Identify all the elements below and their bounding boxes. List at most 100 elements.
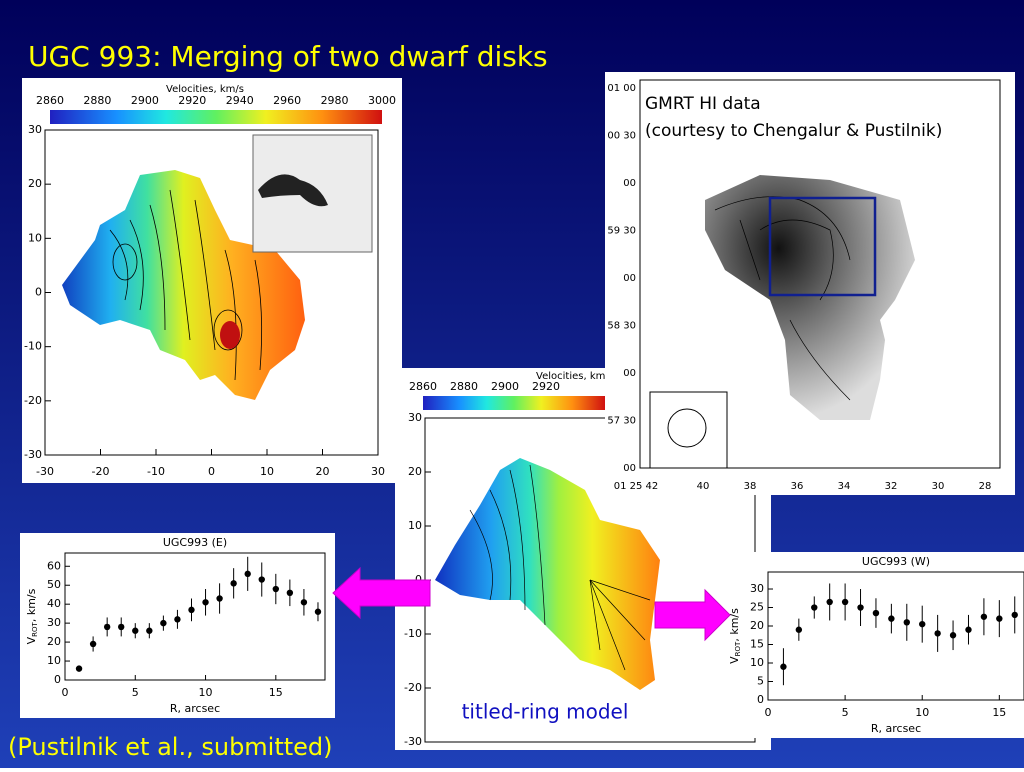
data-point	[965, 626, 972, 633]
colorbar	[50, 110, 382, 124]
y-axis-label-part: , km/s	[728, 608, 741, 642]
colorbar-tick-label: 2920	[178, 94, 206, 107]
x-tick-label: 40	[697, 481, 710, 492]
data-point	[857, 604, 864, 611]
left-map-panel: Velocities, km/s 2860 2880 2900 2920 2940 296…	[22, 78, 402, 483]
y-tick-label: 20	[47, 635, 61, 648]
curve-e: UGC993 (E) R, arcsec VROT, km/s 0 5 10 15 0 10 20…	[25, 536, 326, 715]
y-tick-label: 30	[750, 582, 764, 595]
velocity-peak	[220, 321, 240, 349]
data-point	[903, 619, 910, 626]
y-tick-label: 15	[750, 638, 764, 651]
y-tick-label: 5	[757, 675, 764, 688]
y-tick-label: -20	[24, 394, 42, 407]
y-axis-label-part: V	[728, 656, 741, 664]
y-axis-label: VROT, km/s	[25, 588, 39, 644]
citation: (Pustilnik et al., submitted)	[8, 733, 333, 761]
colorbar	[423, 396, 605, 410]
data-point	[314, 608, 322, 615]
y-tick-label: 10	[47, 654, 61, 667]
plot-title: UGC993 (W)	[862, 555, 930, 568]
gmrt-panel: GMRT HI data (courtesy to Chengalur & Pu…	[605, 72, 1015, 495]
data-point	[919, 620, 926, 628]
y-tick-label: -10	[24, 340, 42, 353]
slide-title: UGC 993: Merging of two dwarf disks	[28, 40, 548, 73]
y-tick-label: 00 30	[607, 131, 636, 142]
y-tick-label: 30	[47, 616, 61, 629]
data-point	[244, 570, 251, 578]
data-point	[272, 585, 280, 593]
arrow-right	[654, 588, 731, 642]
y-tick-label: 30	[28, 123, 42, 136]
data-point	[202, 599, 209, 606]
data-point	[258, 576, 265, 583]
x-tick-label: 01 25 42	[614, 481, 659, 492]
data-point	[103, 623, 111, 631]
y-tick-label: 00	[623, 463, 636, 474]
hi-contours	[714, 196, 851, 401]
y-axis-label-part: ROT	[31, 621, 39, 636]
data-point	[75, 665, 83, 672]
data-point	[826, 598, 833, 606]
data-point	[996, 615, 1003, 622]
y-tick-label: 58 30	[607, 321, 636, 332]
colorbar-tick-label: 2880	[450, 380, 478, 393]
y-tick-label: 01 00	[607, 83, 636, 94]
y-tick-label: 50	[47, 578, 61, 591]
y-tick-label: 20	[408, 465, 422, 478]
x-tick-label: -20	[92, 465, 110, 478]
colorbar-tick-label: 2880	[83, 94, 111, 107]
x-tick-label: 28	[979, 481, 992, 492]
x-tick-label: 32	[885, 481, 898, 492]
plot-frame	[64, 552, 326, 681]
y-tick-label: 0	[35, 286, 42, 299]
y-tick-label: 10	[28, 231, 42, 244]
y-tick-label: 57 30	[607, 416, 636, 427]
x-tick-label: 38	[744, 481, 757, 492]
y-tick-label: 25	[750, 601, 764, 614]
x-tick-label: 34	[838, 481, 851, 492]
hi-map	[705, 175, 915, 420]
x-tick-label: 36	[791, 481, 804, 492]
model-label: titled-ring model	[462, 700, 629, 724]
colorbar-tick-label: 2900	[131, 94, 159, 107]
x-tick-label: 30	[932, 481, 945, 492]
data-point	[286, 589, 294, 597]
x-tick-label: 5	[842, 706, 849, 719]
y-axis-label-part: ROT	[734, 641, 742, 656]
x-axis-label: R, arcsec	[170, 702, 220, 715]
y-tick-label: 59 30	[607, 226, 636, 237]
colorbar-tick-label: 2900	[491, 380, 519, 393]
data-point	[216, 595, 223, 602]
y-axis-label-part: V	[25, 636, 38, 644]
data-point	[146, 627, 153, 634]
colorbar-title: Velocities, km/s	[536, 371, 614, 382]
inset-galaxy	[258, 174, 328, 207]
y-tick-label: 00	[623, 273, 636, 284]
data-point	[132, 627, 139, 634]
x-axis-label: R, arcsec	[871, 722, 921, 735]
y-tick-label: 40	[47, 597, 61, 610]
x-tick-label: -30	[36, 465, 54, 478]
data-point	[949, 632, 957, 639]
x-tick-label: 15	[992, 706, 1006, 719]
data-point	[118, 623, 125, 631]
map-region-box	[768, 196, 877, 297]
gmrt-credit: (courtesy to Chengalur & Pustilnik)	[645, 121, 942, 141]
x-tick-label: 20	[316, 465, 330, 478]
beam	[667, 408, 707, 448]
x-tick-label: -10	[147, 465, 165, 478]
beam-box	[649, 391, 728, 469]
colorbar-tick-label: 2860	[409, 380, 437, 393]
plot-title: UGC993 (E)	[163, 536, 227, 549]
x-tick-label: 0	[765, 706, 772, 719]
model-contours	[469, 464, 651, 671]
model-field	[435, 458, 660, 690]
colorbar-title: Velocities, km/s	[166, 84, 244, 95]
data-point	[872, 609, 880, 617]
colorbar-tick-label: 2980	[321, 94, 349, 107]
y-tick-label: 10	[750, 656, 764, 669]
data-point	[1011, 611, 1018, 619]
y-axis-label: VROT, km/s	[728, 608, 742, 664]
plot-frame	[767, 571, 1024, 701]
